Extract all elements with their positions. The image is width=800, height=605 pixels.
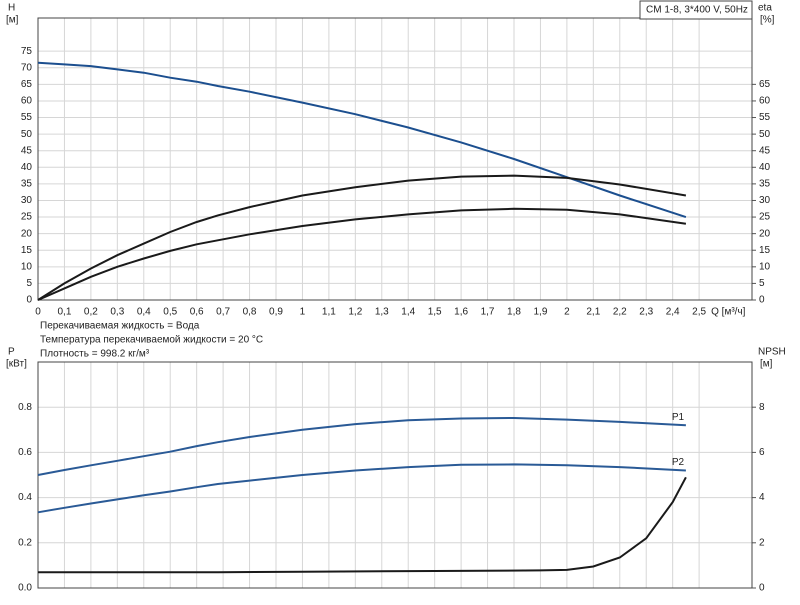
note: Температура перекачиваемой жидкости = 20… <box>40 335 263 346</box>
y-tick-label: 45 <box>21 145 33 156</box>
note: Плотность = 998.2 кг/м³ <box>40 349 150 360</box>
x-tick-label: 1,9 <box>533 307 547 318</box>
x-tick-label: 1,3 <box>375 307 389 318</box>
y2-tick-label: 25 <box>759 212 771 223</box>
y-axis-label: P <box>8 347 15 358</box>
y-tick-label: 5 <box>26 278 32 289</box>
x-tick-label: 0,1 <box>57 307 71 318</box>
y-tick-label: 0 <box>26 295 32 306</box>
y2-tick-label: 0 <box>759 295 765 306</box>
x-tick-label: 2,3 <box>639 307 653 318</box>
y2-tick-label: 35 <box>759 179 771 190</box>
x-tick-label: 1,4 <box>401 307 415 318</box>
x-tick-label: 0,4 <box>137 307 151 318</box>
x-tick-label: 1 <box>300 307 306 318</box>
x-tick-label: 1,7 <box>481 307 495 318</box>
y2-axis-unit: [м] <box>760 359 773 370</box>
x-tick-label: 2,2 <box>613 307 627 318</box>
y2-tick-label: 2 <box>759 537 765 548</box>
y2-tick-label: 50 <box>759 129 771 140</box>
y-tick-label: 0.4 <box>18 492 32 503</box>
y-tick-label: 15 <box>21 245 33 256</box>
y2-tick-label: 10 <box>759 261 771 272</box>
y2-tick-label: 55 <box>759 112 771 123</box>
x-tick-label: 0,5 <box>163 307 177 318</box>
y2-axis-label: eta <box>758 3 772 14</box>
y-tick-label: 25 <box>21 212 33 223</box>
curve <box>37 61 687 219</box>
x-tick-label: 0,7 <box>216 307 230 318</box>
y2-tick-label: 4 <box>759 492 765 503</box>
y2-tick-label: 60 <box>759 96 771 107</box>
y-axis-label: H <box>8 3 15 14</box>
curve <box>37 174 687 301</box>
curve <box>38 476 687 574</box>
annotation: CM 1-8, 3*400 V, 50Hz <box>646 5 748 16</box>
y-tick-label: 10 <box>21 261 33 272</box>
x-tick-label: 1,5 <box>428 307 442 318</box>
series-label: P2 <box>672 457 685 468</box>
x-axis-label: Q [м³/ч] <box>711 307 746 318</box>
x-tick-label: 0,6 <box>190 307 204 318</box>
y-tick-label: 50 <box>21 129 33 140</box>
y2-tick-label: 8 <box>759 402 765 413</box>
x-tick-label: 2 <box>564 307 570 318</box>
annotation-box <box>639 0 753 20</box>
y-tick-label: 40 <box>21 162 33 173</box>
y-axis-unit: [м] <box>6 15 19 26</box>
curve <box>37 416 686 476</box>
y2-axis-unit: [%] <box>760 15 775 26</box>
x-tick-label: 0,3 <box>110 307 124 318</box>
y-tick-label: 60 <box>21 96 33 107</box>
curve <box>37 463 686 514</box>
x-tick-label: 1,6 <box>454 307 468 318</box>
y-tick-label: 0.6 <box>18 447 32 458</box>
y2-axis-label: NPSH <box>758 347 786 358</box>
y-tick-label: 30 <box>21 195 33 206</box>
y-tick-label: 55 <box>21 112 33 123</box>
x-tick-label: 1,1 <box>322 307 336 318</box>
y-tick-label: 35 <box>21 179 33 190</box>
plot-frame <box>37 361 753 589</box>
plot-frame <box>37 17 753 301</box>
curve <box>37 207 687 301</box>
y2-tick-label: 45 <box>759 145 771 156</box>
x-tick-label: 1,2 <box>348 307 362 318</box>
y2-tick-label: 6 <box>759 447 765 458</box>
y2-tick-label: 15 <box>759 245 771 256</box>
x-tick-label: 2,4 <box>666 307 680 318</box>
y-tick-label: 70 <box>21 62 33 73</box>
x-tick-label: 0,8 <box>243 307 257 318</box>
y2-tick-label: 0 <box>759 583 765 594</box>
y2-tick-label: 30 <box>759 195 771 206</box>
y-axis-unit: [кВт] <box>6 359 27 370</box>
y-tick-label: 65 <box>21 79 33 90</box>
y-tick-label: 0.2 <box>18 537 32 548</box>
y-tick-label: 20 <box>21 228 33 239</box>
x-tick-label: 2,5 <box>692 307 706 318</box>
x-tick-label: 0,9 <box>269 307 283 318</box>
y-tick-label: 0.0 <box>18 583 32 594</box>
x-tick-label: 1,8 <box>507 307 521 318</box>
note: Перекачиваемая жидкость = Вода <box>40 321 200 332</box>
y2-tick-label: 5 <box>759 278 765 289</box>
x-tick-label: 0 <box>35 307 41 318</box>
x-tick-label: 0,2 <box>84 307 98 318</box>
y2-tick-label: 20 <box>759 228 771 239</box>
y2-tick-label: 65 <box>759 79 771 90</box>
series-label: P1 <box>672 412 685 423</box>
y2-tick-label: 40 <box>759 162 771 173</box>
y-tick-label: 75 <box>21 46 33 57</box>
y-tick-label: 0.8 <box>18 402 32 413</box>
x-tick-label: 2,1 <box>586 307 600 318</box>
